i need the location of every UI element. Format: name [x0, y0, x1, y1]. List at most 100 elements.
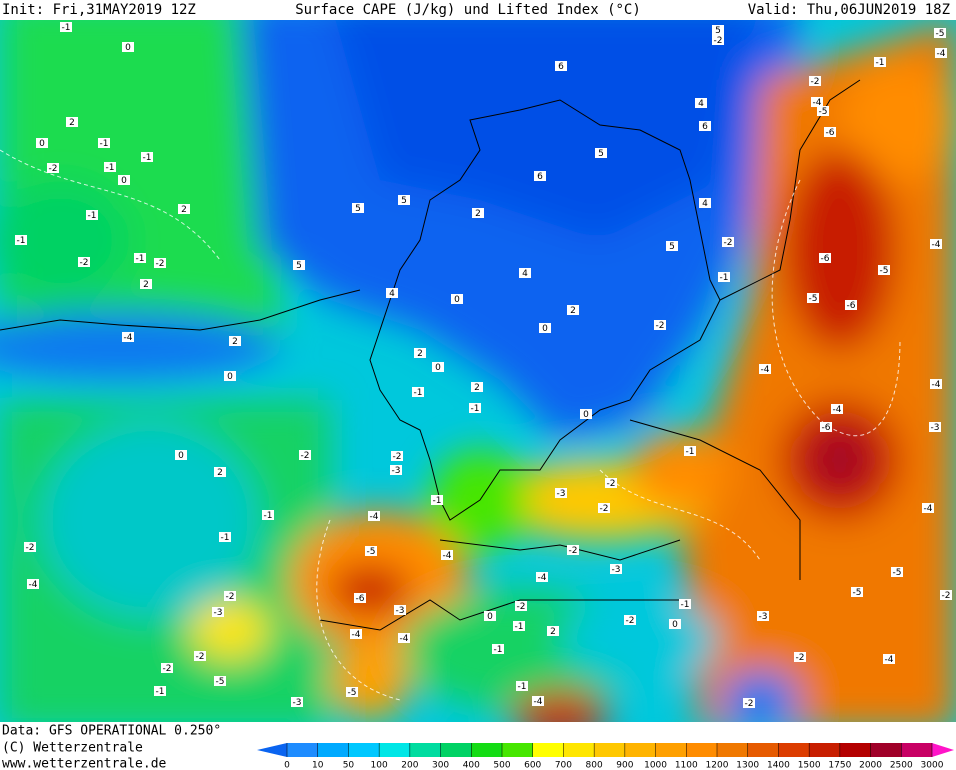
contour-label: -3	[392, 466, 401, 476]
label-box	[699, 198, 711, 208]
label-box	[291, 697, 303, 707]
label-box	[469, 403, 481, 413]
label-box	[451, 294, 463, 304]
colorbar-segment	[655, 743, 687, 757]
colorbar-segment	[317, 743, 349, 757]
contour-label: -2	[517, 602, 526, 612]
colorbar-tick-label: 0	[284, 761, 290, 770]
label-box	[624, 615, 636, 625]
map-title: Surface CAPE (J/kg) und Lifted Index (°C…	[295, 2, 641, 18]
contour-label: -4	[124, 333, 133, 343]
label-box	[605, 478, 617, 488]
label-box	[547, 626, 559, 636]
colorbar-segment	[809, 743, 841, 757]
contour-label: -2	[196, 652, 205, 662]
contour-label: -2	[714, 36, 723, 46]
label-box	[794, 652, 806, 662]
contour-label: -1	[136, 254, 145, 264]
label-box	[214, 467, 226, 477]
init-time: Init: Fri,31MAY2019 12Z	[2, 2, 196, 18]
label-box	[883, 654, 895, 664]
colorbar-tick-label: 700	[555, 761, 572, 770]
label-box	[60, 22, 72, 32]
contour-label: -1	[876, 58, 885, 68]
colorbar-segment	[839, 743, 872, 757]
contour-label: -4	[761, 365, 770, 375]
contour-label: 5	[598, 149, 604, 159]
label-box	[15, 235, 27, 245]
colorbar-tick-label: 100	[371, 761, 388, 770]
colorbar-tick-label: 2500	[890, 761, 913, 770]
colorbar-over	[932, 743, 954, 757]
label-box	[140, 279, 152, 289]
label-box	[194, 651, 206, 661]
contour-label: -5	[893, 568, 902, 578]
label-box	[891, 567, 903, 577]
contour-label: -4	[534, 697, 543, 707]
label-box	[567, 305, 579, 315]
label-box	[118, 175, 130, 185]
colorbar-segment	[502, 743, 534, 757]
contour-label: -6	[821, 254, 830, 264]
contour-label: -5	[853, 588, 862, 598]
contour-label: -1	[106, 163, 115, 173]
label-box	[354, 593, 366, 603]
colorbar-tick-label: 1500	[798, 761, 821, 770]
contour-label: 6	[558, 62, 564, 72]
colorbar-segment	[717, 743, 749, 757]
label-box	[743, 698, 755, 708]
contour-label: 2	[570, 306, 576, 316]
contour-label: 5	[669, 242, 675, 252]
contour-label: -3	[931, 423, 940, 433]
contour-label: -3	[612, 565, 621, 575]
contour-label: -3	[293, 698, 302, 708]
label-box	[492, 644, 504, 654]
colorbar-tick-label: 1400	[767, 761, 790, 770]
label-box	[398, 195, 410, 205]
label-box	[610, 564, 622, 574]
label-box	[580, 409, 592, 419]
contour-label: 0	[227, 372, 233, 382]
contour-label: 0	[672, 620, 678, 630]
contour-label: -4	[813, 98, 822, 108]
colorbar-segment	[624, 743, 657, 757]
contour-label: -2	[607, 479, 616, 489]
contour-label: -2	[301, 451, 310, 461]
contour-label: -2	[626, 616, 635, 626]
label-box	[811, 97, 823, 107]
contour-label: 5	[355, 204, 361, 214]
contour-label: -3	[759, 612, 768, 622]
contour-label: -2	[156, 259, 165, 269]
contour-label: 4	[698, 99, 704, 109]
label-box	[398, 633, 410, 643]
label-box	[532, 696, 544, 706]
colorbar-tick-label: 2000	[859, 761, 882, 770]
contour-label: -3	[396, 606, 405, 616]
colorbar-tick-label: 400	[463, 761, 480, 770]
label-box	[229, 336, 241, 346]
label-box	[722, 237, 734, 247]
contour-label: 4	[702, 199, 708, 209]
label-box	[365, 546, 377, 556]
label-box	[820, 422, 832, 432]
contour-label: -4	[352, 630, 361, 640]
label-box	[878, 265, 890, 275]
contour-label: 2	[474, 383, 480, 393]
label-box	[441, 550, 453, 560]
colorbar-tick-label: 500	[493, 761, 510, 770]
contour-label: 4	[522, 269, 528, 279]
colorbar-tick-label: 1000	[644, 761, 667, 770]
contour-label: 0	[454, 295, 460, 305]
label-box	[807, 293, 819, 303]
contour-label: -4	[932, 240, 941, 250]
label-box	[699, 121, 711, 131]
label-box	[695, 98, 707, 108]
colorbar-segment	[379, 743, 411, 757]
label-box	[36, 138, 48, 148]
label-box	[86, 210, 98, 220]
label-box	[293, 260, 305, 270]
label-box	[874, 57, 886, 67]
label-box	[78, 257, 90, 267]
colorbar-tick-label: 300	[432, 761, 449, 770]
contour-label: 2	[69, 118, 75, 128]
